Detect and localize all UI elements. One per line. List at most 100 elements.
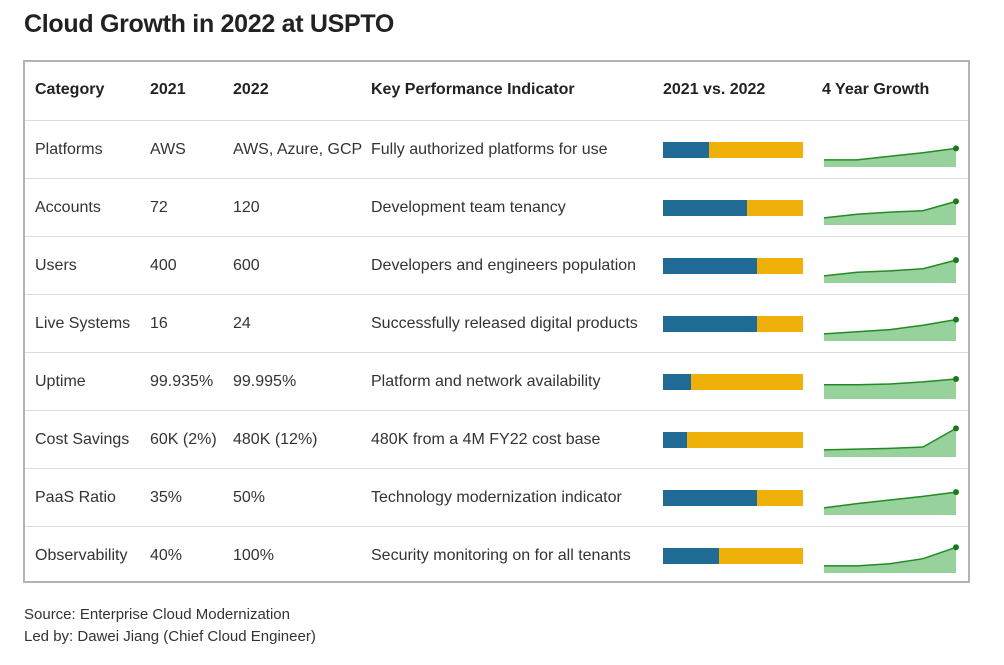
value-2022-cell: 24 [233, 315, 251, 332]
kpi-cell: Security monitoring on for all tenants [371, 547, 631, 564]
growth-sparkline [823, 489, 959, 515]
kpi-cell: Developers and engineers population [371, 257, 637, 274]
sparkline-end-point [953, 376, 959, 382]
sparkline-line [824, 147, 957, 161]
kpi-cell: Platform and network availability [371, 373, 601, 390]
sparkline-line [823, 491, 957, 509]
table-row: Live Systems 16 24 Successfully released di… [25, 294, 968, 352]
sparkline-end-point [953, 257, 959, 264]
category-cell: Live Systems [35, 315, 131, 332]
comparison-bar [663, 316, 803, 332]
sparkline-end-point [953, 489, 959, 496]
value-2021-cell: AWS [150, 141, 186, 158]
value-2022-cell: 99.995% [233, 373, 297, 390]
growth-sparkline [824, 376, 959, 399]
comparison-bar [663, 490, 803, 506]
category-cell: Uptime [35, 373, 86, 390]
value-2021-cell: 16 [150, 315, 168, 332]
header-2022: 2022 [233, 81, 269, 98]
sparkline-area [824, 379, 956, 399]
bar-segment-2021 [663, 490, 757, 506]
sparkline-area [824, 428, 956, 457]
header-2021: 2021 [150, 81, 186, 98]
page-title: Cloud Growth in 2022 at USPTO [24, 10, 395, 38]
kpi-cell: Successfully released digital products [371, 315, 638, 332]
value-2021-cell: 35% [150, 489, 183, 506]
sparkline-area [824, 201, 956, 225]
bar-segment-2022 [719, 548, 803, 564]
bar-segment-2022 [691, 374, 803, 390]
comparison-bar [663, 200, 803, 216]
table-row: Uptime 99.935% 99.995% Platform and network… [25, 352, 968, 410]
sparkline-area [824, 547, 956, 573]
sparkline-end-point [953, 316, 959, 323]
comparison-bar [663, 548, 803, 564]
sparkline-line [823, 427, 957, 451]
value-2022-cell: 50% [233, 489, 266, 506]
source-note: Source: Enterprise Cloud Modernization [24, 606, 290, 623]
sparkline-line [823, 200, 957, 219]
growth-sparkline [823, 198, 959, 225]
comparison-bar [663, 374, 803, 390]
value-2021-cell: 40% [150, 547, 183, 564]
growth-sparkline [823, 316, 959, 341]
sparkline-area [824, 492, 956, 515]
sparkline-line [823, 318, 957, 335]
kpi-table: Category 2021 2022 Key Performance Indic… [23, 60, 970, 583]
table-row: Accounts 72 120 Development team tenancy [25, 178, 968, 236]
growth-sparkline [824, 145, 959, 167]
value-2022-cell: 120 [233, 199, 260, 216]
led-by-note: Led by: Dawei Jiang (Chief Cloud Enginee… [24, 628, 316, 645]
value-2022-cell: 600 [233, 257, 260, 274]
bar-segment-2021 [663, 316, 757, 332]
kpi-cell: Technology modernization indicator [371, 489, 622, 506]
table-row: Cost Savings 60K (2%) 480K (12%) 480K from … [25, 410, 968, 468]
header-category: Category [35, 81, 105, 98]
bar-segment-2022 [687, 432, 803, 448]
bar-segment-2021 [663, 200, 747, 216]
table-row: PaaS Ratio 35% 50% Technology modernization… [25, 468, 968, 526]
bar-segment-2022 [757, 258, 803, 274]
kpi-cell: Fully authorized platforms for use [371, 141, 608, 158]
comparison-bar [663, 258, 803, 274]
value-2022-cell: AWS, Azure, GCP [233, 141, 363, 158]
comparison-bar [663, 142, 803, 158]
sparkline-end-point [953, 145, 959, 152]
value-2022-cell: 100% [233, 547, 274, 564]
sparkline-line [824, 378, 957, 386]
growth-sparkline [823, 425, 959, 457]
bar-segment-2021 [663, 374, 691, 390]
category-cell: Users [35, 257, 77, 274]
header-comparison: 2021 vs. 2022 [663, 81, 766, 98]
bar-segment-2021 [663, 548, 719, 564]
bar-segment-2021 [663, 258, 757, 274]
sparkline-end-point [953, 198, 959, 205]
category-cell: Platforms [35, 141, 103, 158]
category-cell: Cost Savings [35, 431, 130, 448]
value-2021-cell: 400 [150, 257, 177, 274]
bar-segment-2021 [663, 142, 709, 158]
value-2021-cell: 72 [150, 199, 168, 216]
sparkline-end-point [953, 425, 959, 432]
kpi-cell: Development team tenancy [371, 199, 566, 216]
table-row: Users 400 600 Developers and engineers popu… [25, 236, 968, 294]
category-cell: Accounts [35, 199, 101, 216]
growth-sparkline [823, 257, 959, 283]
sparkline-end-point [953, 544, 959, 551]
value-2021-cell: 99.935% [150, 373, 214, 390]
comparison-bar [663, 432, 803, 448]
bar-segment-2022 [709, 142, 803, 158]
sparkline-line [823, 259, 957, 277]
value-2021-cell: 60K (2%) [150, 431, 217, 448]
bar-segment-2022 [747, 200, 803, 216]
bar-segment-2021 [663, 432, 687, 448]
table-row: Platforms AWS AWS, Azure, GCP Fully authori… [25, 120, 968, 178]
category-cell: PaaS Ratio [35, 489, 116, 506]
table-row: Observability 40% 100% Security monitoring … [25, 526, 968, 581]
kpi-cell: 480K from a 4M FY22 cost base [371, 431, 601, 448]
table-header-row: Category 2021 2022 Key Performance Indic… [25, 62, 968, 120]
header-kpi: Key Performance Indicator [371, 81, 575, 98]
value-2022-cell: 480K (12%) [233, 431, 318, 448]
category-cell: Observability [35, 547, 128, 564]
growth-sparkline [824, 544, 959, 573]
